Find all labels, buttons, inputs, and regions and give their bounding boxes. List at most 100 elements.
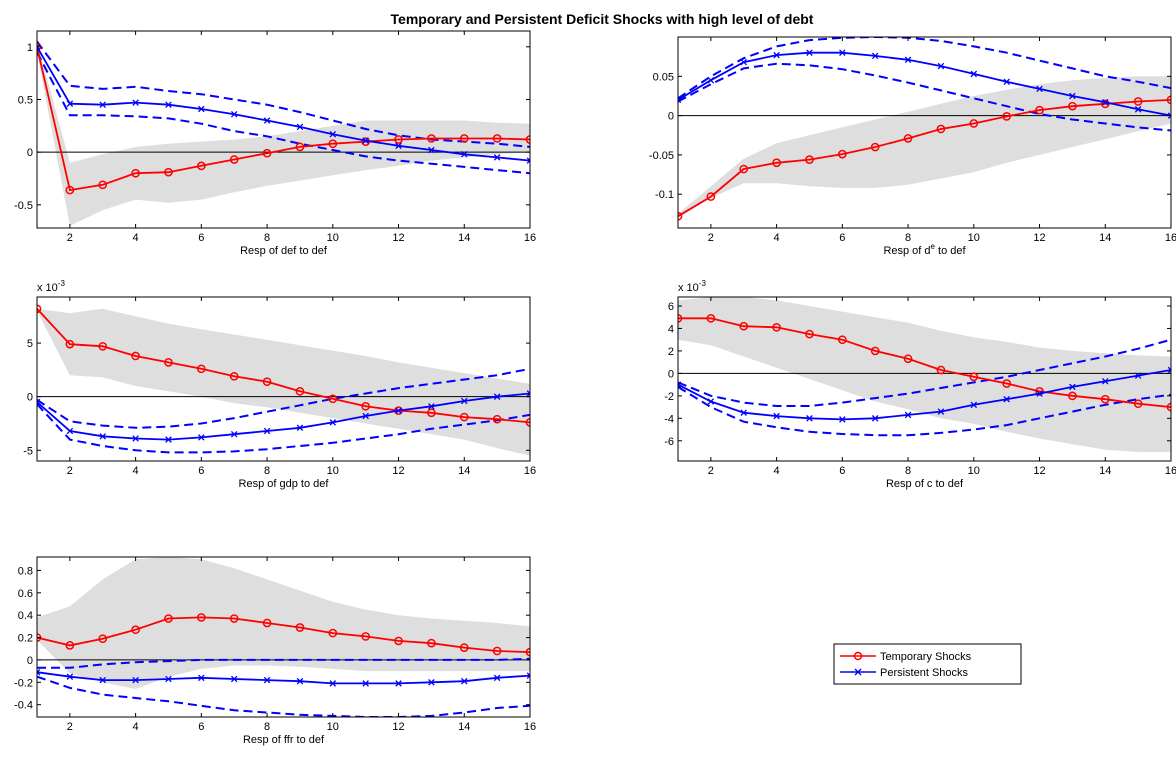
subplot-5-ytick-label-5: 0.4 [18, 610, 33, 622]
subplot-2-persistent-bound-1 [678, 37, 1171, 100]
subplot-4-frame [677, 296, 1172, 462]
subplot-1-persistent-bound-2 [37, 51, 530, 175]
subplot-2-xtick-label-2: 2 [708, 232, 714, 244]
subplot-5-persistent-point-8 [263, 676, 271, 684]
subplot-5-persistent-point-6 [198, 674, 205, 682]
subplot-3-persistent-point-5 [165, 436, 172, 443]
subplot-1-xlabel: Resp of def to def [240, 245, 328, 257]
legend-item-persistent: Persistent Shocks [840, 667, 969, 679]
subplot-4-persistent-point-12 [1036, 390, 1043, 397]
subplot-5-xtick-label-12: 12 [392, 721, 404, 733]
subplot-5-xtick-label-4: 4 [133, 721, 139, 733]
subplot-3-xtick-label-12: 12 [392, 465, 404, 477]
subplot-4-temporary-point-15 [1133, 399, 1143, 409]
subplot-1-xtick-label-14: 14 [458, 232, 470, 244]
subplot-1-ytick-label-3: 0.5 [18, 94, 33, 106]
subplot-5-persistent-point-11 [362, 680, 369, 687]
legend: Temporary Shocks Persistent Shocks [833, 643, 1022, 685]
subplot-2-xlabel-superscript: e [931, 242, 936, 251]
subplot-3-persistent-bound-2 [37, 403, 530, 454]
subplot-2-persistent-point-7 [871, 52, 879, 60]
subplot-4-ytick-label-6: 4 [668, 323, 674, 335]
subplot-1-temporary-point-8 [262, 148, 272, 158]
subplot-4-persistent-point-9 [937, 408, 945, 415]
subplot-5-confidence-band [37, 557, 530, 689]
subplot-5-temporary-point-8 [262, 618, 272, 628]
subplot-2-temporary-point-11 [1002, 112, 1012, 121]
subplot-3-ytick-label-2: 0 [27, 392, 33, 404]
subplot-2-frame [677, 36, 1172, 229]
subplot-2-temporary-point-5 [805, 155, 814, 164]
legend-item-temporary: Temporary Shocks [840, 651, 972, 663]
subplot-2-temporary-point-9 [936, 124, 946, 134]
subplot-1-persistent-point-10 [329, 130, 337, 138]
subplot-3-xtick-label-16: 16 [524, 465, 536, 477]
subplot-3-persistent-point-16 [526, 390, 530, 397]
subplot-1-persistent-point-4 [132, 99, 139, 106]
subplot-4-ytick-label-2: -4 [664, 413, 674, 425]
subplot-2: 2 4 6 8 10 12 14 16 -0.1 -0.05 0 0.05 Resp of de to … [649, 36, 1176, 257]
subplot-4-persistent-point-15 [1134, 372, 1142, 379]
subplot-4-temporary-point-2 [706, 313, 716, 323]
subplot-5-temporary-point-11 [361, 632, 371, 641]
subplot-3-temporary-point-5 [164, 358, 173, 367]
subplot-3-persistent-point-13 [428, 403, 435, 410]
subplot-5-persistent-point-15 [493, 674, 501, 682]
subplot-1-persistent-point-2 [66, 100, 74, 107]
subplot-2-persistent-point-15 [1134, 106, 1142, 113]
subplot-5-temporary-point-2 [65, 641, 75, 650]
subplot-2-temporary-point-12 [1035, 105, 1044, 115]
subplot-3-axis-exponent-power: -3 [58, 279, 66, 288]
subplot-3-temporary-point-6 [196, 364, 206, 374]
subplot-3-persistent-point-4 [132, 435, 139, 442]
legend-label-temporary: Temporary Shocks [880, 651, 972, 663]
subplot-2-temporary-point-16 [1166, 95, 1171, 105]
subplot-1-persistent-point-13 [428, 146, 435, 154]
subplot-4-xtick-label-4: 4 [774, 465, 780, 477]
subplot-2-persistent-point-6 [839, 49, 846, 56]
subplot-1-xtick-label-8: 8 [264, 232, 270, 244]
subplot-1-xtick-label-10: 10 [327, 232, 339, 244]
subplot-3-persistent-point-10 [329, 419, 337, 426]
subplot-4-xtick-label-6: 6 [839, 465, 845, 477]
subplot-4-persistent-point-5 [806, 415, 813, 422]
subplot-4-axis-exponent: x 10-3 [678, 279, 706, 294]
legend-marker-temporary [853, 651, 863, 661]
subplot-1-persistent-point-5 [165, 101, 172, 109]
subplot-3-persistent-point-9 [296, 424, 304, 432]
subplot-4-temporary-point-4 [772, 322, 781, 332]
subplot-1-persistent-point-1 [37, 43, 41, 51]
subplot-5-temporary-point-10 [328, 628, 338, 638]
subplot-3-temporary-point-8 [262, 377, 272, 387]
subplot-2-persistent-line [678, 51, 1171, 117]
legend-box [833, 643, 1022, 685]
subplot-2-persistent-point-13 [1069, 92, 1076, 100]
subplot-3-frame [36, 296, 531, 462]
subplot-1-ytick-label-4: 1 [27, 42, 33, 54]
subplot-3-ytick-label-1: -5 [23, 445, 33, 457]
legend-marker-persistent [854, 668, 862, 676]
subplot-5-persistent-point-9 [296, 677, 304, 685]
subplot-5-xlabel: Resp of ffr to def [243, 734, 325, 746]
subplot-2-persistent-point-12 [1036, 85, 1043, 93]
subplot-3-xtick-label-8: 8 [264, 465, 270, 477]
subplot-4-temporary-point-9 [936, 365, 946, 375]
subplot-4-xlabel: Resp of c to def [886, 478, 964, 490]
subplot-5-persistent-point-1 [37, 668, 41, 676]
subplot-1-temporary-point-9 [295, 142, 305, 152]
subplot-1-xtick-label-16: 16 [524, 232, 536, 244]
subplot-3: 2 4 6 8 10 12 14 16 -5 0 5 Resp of gdp to def x 10-3 [23, 279, 536, 490]
figure-title: Temporary and Persistent Deficit Shocks … [391, 11, 814, 27]
subplot-1-persistent-point-15 [493, 154, 501, 161]
subplot-3-persistent-line [37, 392, 530, 441]
subplot-4-temporary-line [678, 317, 1171, 408]
subplot-1-confidence-band [37, 41, 530, 226]
subplot-4-persistent-line [678, 369, 1171, 421]
subplot-4-persistent-point-6 [839, 416, 846, 423]
subplot-5-xtick-label-16: 16 [524, 721, 536, 733]
subplot-5-data [37, 557, 530, 717]
subplot-3-persistent-point-12 [395, 407, 402, 414]
subplot-3-xtick-label-10: 10 [327, 465, 339, 477]
subplot-4-temporary-point-7 [870, 346, 880, 356]
subplot-5-persistent-point-14 [461, 677, 468, 685]
